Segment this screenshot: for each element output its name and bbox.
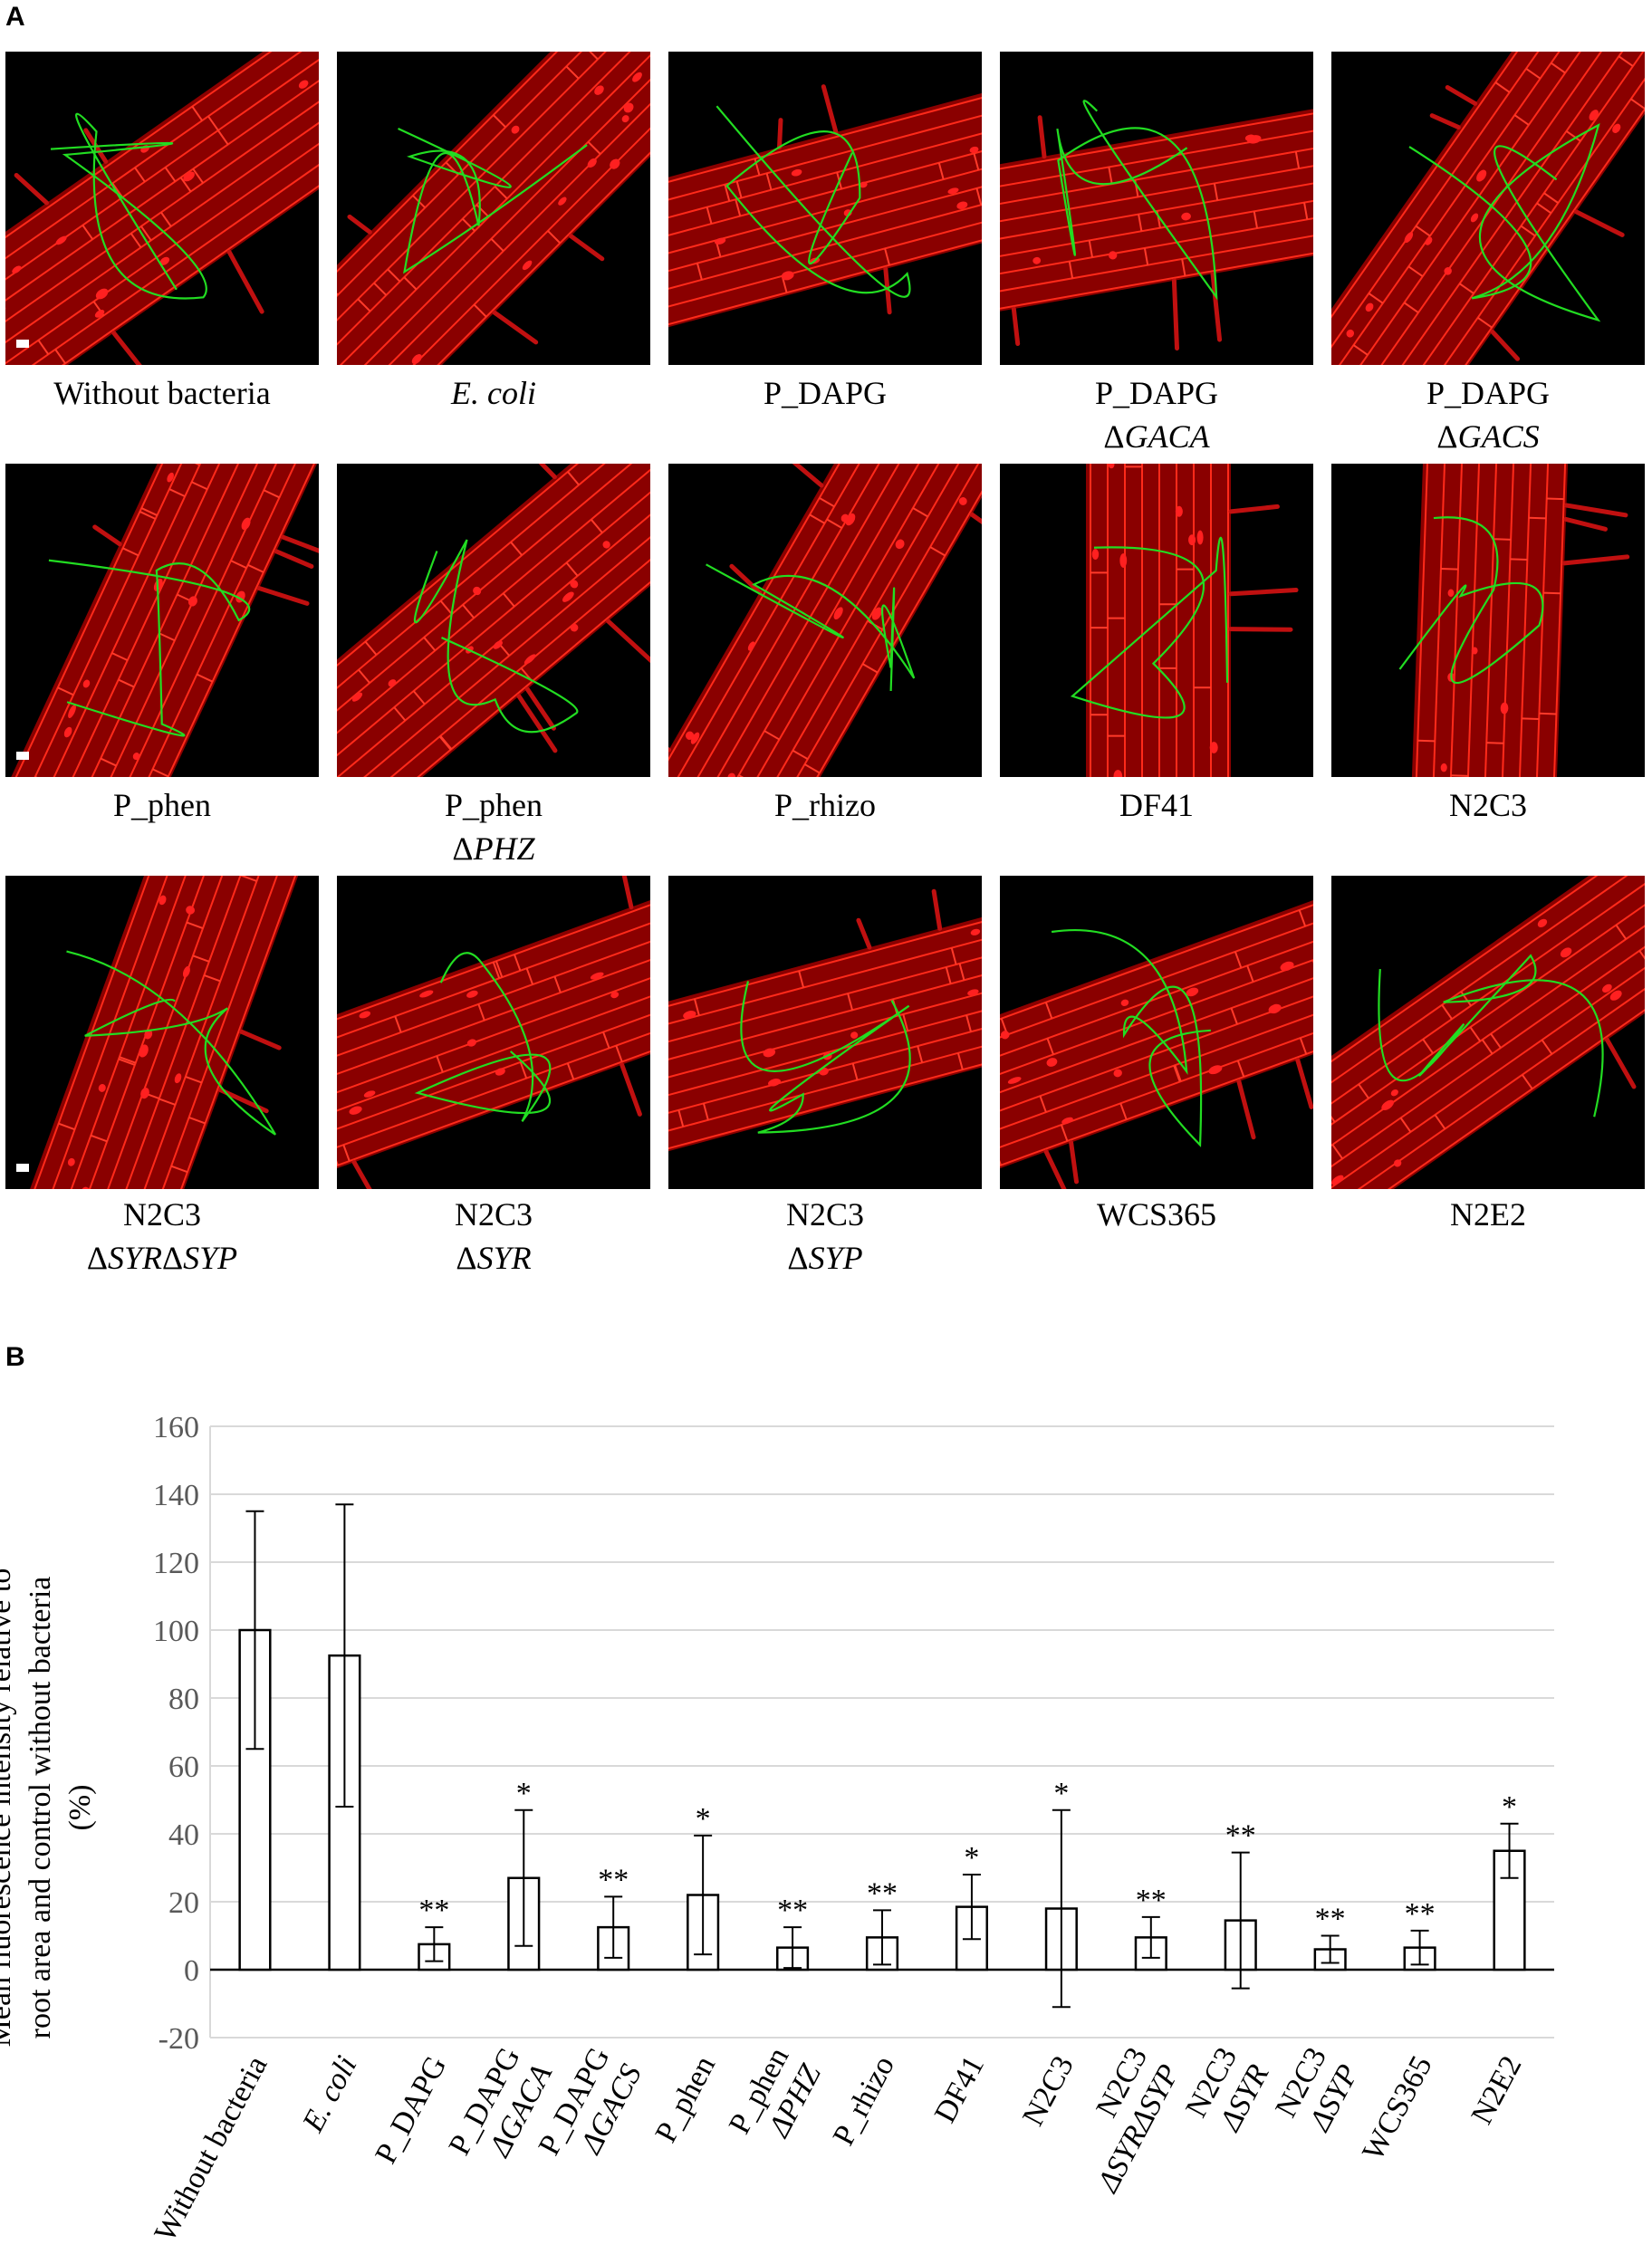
micrograph-image — [1000, 464, 1313, 777]
y-tick-label: 40 — [168, 1818, 199, 1852]
x-category-label: P_DAPGΔGACA — [443, 2042, 559, 2178]
x-category-label: N2E2 — [1465, 2050, 1529, 2129]
x-category-label: Without bacteria — [149, 2050, 274, 2247]
micrograph-caption: P_phen — [5, 783, 319, 827]
caption-strain-name: N2E2 — [1450, 1196, 1526, 1233]
significance-label: ** — [1315, 1903, 1346, 1936]
caption-strain-name: P_phen — [113, 787, 211, 823]
micrograph-caption: Without bacteria — [5, 371, 319, 415]
x-category-label: WCS365 — [1356, 2050, 1438, 2165]
caption-strain-name: P_DAPG — [763, 375, 888, 411]
micrograph-caption: P_DAPG — [668, 371, 982, 415]
caption-strain-name: E. coli — [451, 375, 536, 411]
x-category-label: P_DAPG — [369, 2050, 453, 2169]
significance-label: * — [516, 1777, 532, 1810]
x-category-label: P_rhizo — [827, 2050, 901, 2151]
x-category-label: P_DAPGΔGACS — [533, 2042, 648, 2178]
caption-mutation: ΔSYP — [787, 1240, 863, 1276]
micrograph-caption: P_rhizo — [668, 783, 982, 827]
caption-strain-name: N2C3 — [122, 1196, 201, 1233]
significance-label: * — [696, 1802, 711, 1836]
significance-label: * — [1502, 1790, 1517, 1824]
micrograph-image — [668, 52, 982, 365]
x-category-label: N2C3ΔSYR — [1179, 2042, 1275, 2140]
caption-strain-name: N2C3 — [454, 1196, 533, 1233]
y-tick-label: 100 — [153, 1615, 199, 1648]
micrograph-image — [337, 464, 650, 777]
micrograph-caption: N2C3 ΔSYR — [337, 1193, 650, 1280]
caption-strain-name: N2C3 — [785, 1196, 864, 1233]
caption-strain-name: N2C3 — [1448, 787, 1527, 823]
caption-mutation: ΔGACS — [1436, 418, 1540, 455]
micrograph-image — [668, 464, 982, 777]
x-category-label: E. coli — [296, 2050, 364, 2138]
y-tick-label: 80 — [168, 1683, 199, 1716]
x-category-label: N2C3 — [1016, 2050, 1081, 2131]
significance-label: ** — [418, 1894, 449, 1927]
y-tick-label: 0 — [184, 1954, 199, 1988]
y-tick-label: 20 — [168, 1886, 199, 1920]
fluorescence-bar-chart: -20 0 20 40 60 80 100 120 140 160 Without bacteria… — [149, 1411, 1554, 2247]
micrograph-image — [1000, 52, 1313, 365]
significance-label: ** — [1136, 1884, 1167, 1917]
micrograph-caption: DF41 — [1000, 783, 1313, 827]
micrograph-image — [337, 52, 650, 365]
x-category-label: N2C3ΔSYP — [1269, 2042, 1365, 2140]
micrograph-caption: P_DAPG ΔGACS — [1331, 371, 1645, 458]
micrograph-caption: N2C3 — [1331, 783, 1645, 827]
micrograph-image — [1331, 52, 1645, 365]
caption-mutation: ΔGACA — [1103, 418, 1210, 455]
caption-mutation: ΔPHZ — [452, 830, 535, 867]
y-tick-label: 160 — [153, 1411, 199, 1444]
micrograph-image — [1000, 876, 1313, 1189]
caption-strain-name: P_DAPG — [1426, 375, 1551, 411]
micrograph-image — [1331, 464, 1645, 777]
y-tick-label: 140 — [153, 1479, 199, 1512]
significance-label: ** — [867, 1876, 898, 1910]
y-tick-label: 120 — [153, 1547, 199, 1580]
significance-label: ** — [1405, 1897, 1436, 1931]
panel-b-letter: B — [5, 1342, 25, 1372]
significance-label: ** — [598, 1863, 629, 1896]
caption-strain-name: WCS365 — [1096, 1196, 1216, 1233]
micrograph-image — [5, 464, 319, 777]
micrograph-caption: E. coli — [337, 371, 650, 415]
micrograph-caption: P_DAPG ΔGACA — [1000, 371, 1313, 458]
micrograph-caption: N2C3 ΔSYRΔSYP — [5, 1193, 319, 1280]
y-tick-label: 60 — [168, 1751, 199, 1784]
x-category-label: P_phen — [649, 2050, 723, 2147]
micrograph-caption: WCS365 — [1000, 1193, 1313, 1236]
caption-strain-name: DF41 — [1119, 787, 1195, 823]
significance-label: * — [1053, 1777, 1069, 1810]
significance-label: ** — [777, 1894, 808, 1927]
caption-strain-name: P_rhizo — [774, 787, 876, 823]
micrograph-image — [5, 52, 319, 365]
micrograph-image — [668, 876, 982, 1189]
micrograph-caption: N2C3 ΔSYP — [668, 1193, 982, 1280]
x-category-label: DF41 — [928, 2050, 991, 2128]
panel-a-letter: A — [5, 2, 25, 32]
significance-label: ** — [1225, 1819, 1256, 1853]
caption-mutation: ΔSYRΔSYP — [86, 1240, 238, 1276]
micrograph-caption: P_phen ΔPHZ — [337, 783, 650, 870]
x-category-label: P_phenΔPHZ — [723, 2041, 828, 2156]
micrograph-image — [1331, 876, 1645, 1189]
caption-strain-name: Without bacteria — [53, 375, 271, 411]
micrograph-image — [337, 876, 650, 1189]
micrograph-image — [5, 876, 319, 1189]
caption-strain-name: P_DAPG — [1094, 375, 1219, 411]
caption-strain-name: P_phen — [445, 787, 543, 823]
caption-mutation: ΔSYR — [456, 1240, 532, 1276]
significance-label: * — [964, 1841, 979, 1875]
y-tick-label: -20 — [158, 2022, 199, 2056]
micrograph-caption: N2E2 — [1331, 1193, 1645, 1236]
